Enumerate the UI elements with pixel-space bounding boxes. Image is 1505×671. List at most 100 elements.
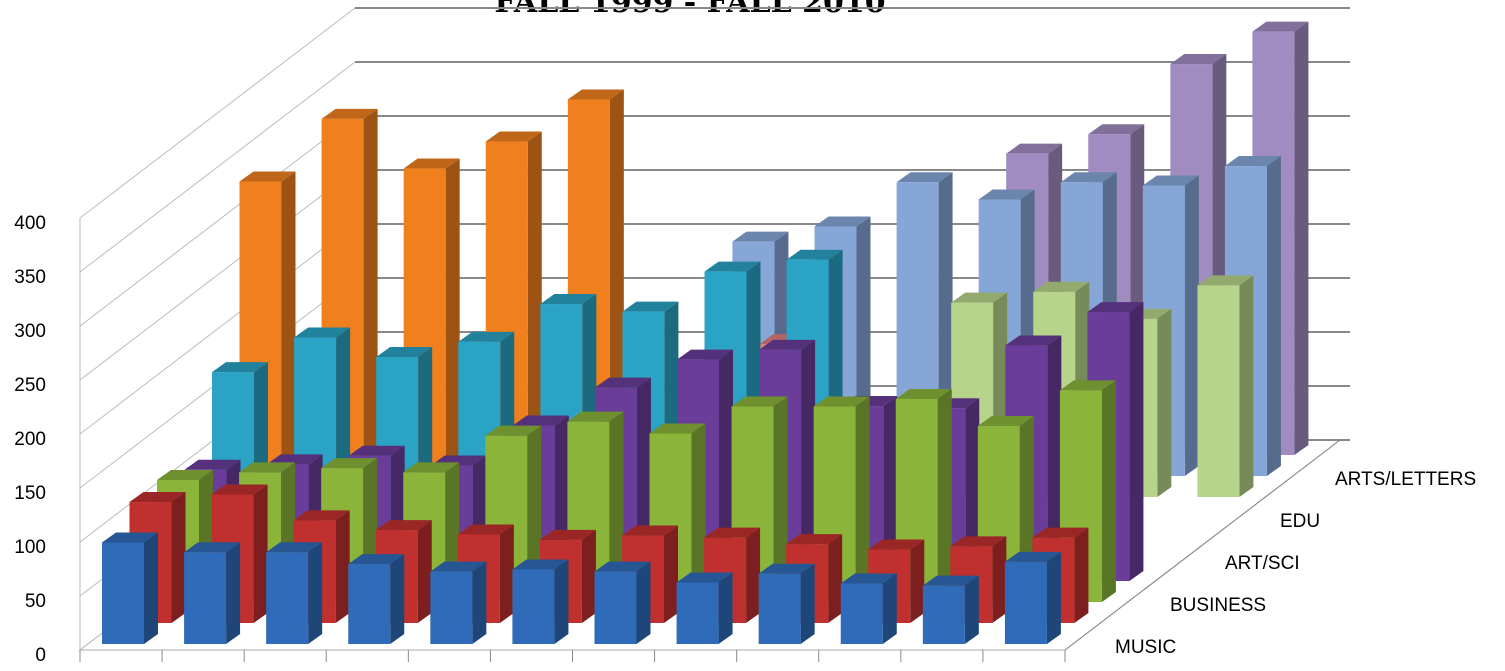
- bar-top: [786, 534, 843, 545]
- bar-top: [485, 131, 542, 142]
- depth-label: ARTS/LETTERS: [1335, 469, 1476, 490]
- bar-top: [157, 469, 213, 480]
- bar-side: [1046, 551, 1061, 644]
- bar-top: [403, 462, 460, 473]
- bar-side: [1239, 275, 1254, 497]
- bar-top: [540, 294, 597, 305]
- bar-top: [102, 532, 158, 543]
- bar: [266, 542, 323, 644]
- bar: [512, 559, 569, 644]
- bar-side: [281, 171, 296, 539]
- y-tick-label: 350: [14, 267, 46, 288]
- bar-top: [375, 520, 432, 531]
- bar-top: [184, 459, 241, 470]
- bar-side: [800, 563, 815, 644]
- bar-top: [321, 458, 378, 469]
- bar-top: [485, 425, 542, 436]
- bar-top: [512, 559, 569, 570]
- bar-top: [266, 542, 323, 553]
- bar-top: [868, 539, 925, 550]
- bar-side: [1074, 527, 1089, 623]
- bar-top: [458, 331, 515, 342]
- bar: [348, 554, 405, 644]
- bar-side: [390, 554, 405, 644]
- bar-side: [308, 542, 323, 644]
- grid-line: [79, 7, 1350, 219]
- bar-side: [581, 529, 596, 623]
- left-wall-line: [79, 61, 356, 273]
- bar-top: [758, 563, 815, 574]
- bar-top: [594, 377, 651, 388]
- bar-top: [896, 172, 953, 183]
- bar-side: [691, 423, 706, 602]
- bar-side: [1157, 308, 1172, 497]
- bar-side: [1047, 335, 1062, 581]
- bar-top: [539, 529, 596, 540]
- y-tick-label: 150: [14, 483, 46, 504]
- bar-front: [102, 542, 144, 644]
- bar-top: [1224, 156, 1281, 167]
- bar-side: [554, 559, 569, 644]
- bar-side: [171, 492, 186, 623]
- bar: [758, 563, 815, 644]
- bar-top: [677, 349, 733, 360]
- bar-side: [773, 396, 788, 602]
- bar-top: [348, 554, 405, 565]
- bar-side: [472, 561, 487, 644]
- left-wall-line: [79, 115, 356, 327]
- bar-top: [430, 561, 487, 572]
- bar-front: [840, 583, 883, 644]
- bar-side: [253, 484, 268, 623]
- bar-front: [184, 552, 227, 644]
- bar-top: [786, 249, 843, 260]
- bar: [1004, 551, 1061, 644]
- chart-title: FALL 1999 - FALL 2010: [494, 0, 885, 20]
- bar-side: [965, 398, 980, 581]
- bar-top: [895, 388, 952, 399]
- bar-top: [704, 261, 761, 272]
- bar: [102, 532, 158, 644]
- bar-top: [512, 415, 569, 426]
- bar-top: [266, 454, 323, 465]
- bar-top: [376, 346, 433, 357]
- bar-top: [211, 484, 268, 495]
- bar-top: [1059, 380, 1116, 391]
- bar: [676, 572, 733, 644]
- bar-side: [363, 108, 378, 539]
- bar-side: [964, 575, 979, 644]
- depth-axis: [1064, 439, 1341, 651]
- bar-top: [1142, 175, 1199, 186]
- bar-side: [1294, 21, 1309, 455]
- bar-side: [1101, 380, 1116, 602]
- y-tick-label: 200: [14, 429, 46, 450]
- y-tick-label: 0: [35, 645, 46, 666]
- depth-label: EDU: [1280, 511, 1320, 532]
- bar-side: [746, 527, 761, 623]
- bar-top: [1033, 281, 1090, 292]
- bar-top: [184, 542, 241, 553]
- bar-side: [718, 572, 733, 644]
- bar-side: [828, 534, 843, 623]
- bar-top: [704, 527, 761, 538]
- bar-front: [758, 573, 801, 644]
- bar-top: [321, 108, 378, 119]
- bar-side: [609, 411, 624, 602]
- bar-side: [855, 396, 870, 602]
- bar-top: [1005, 335, 1062, 346]
- bar-top: [1004, 551, 1061, 562]
- bar-top: [129, 492, 186, 503]
- bar-top: [594, 561, 651, 572]
- bar-top: [978, 189, 1035, 200]
- bar-top: [731, 396, 788, 407]
- bar-top: [1088, 124, 1145, 135]
- bar-top: [813, 396, 870, 407]
- bar-top: [951, 292, 1008, 303]
- bar-side: [144, 532, 158, 644]
- bar-top: [977, 415, 1034, 426]
- bar-side: [937, 388, 952, 602]
- left-wall-line: [79, 223, 356, 435]
- bar-front: [512, 569, 555, 644]
- left-wall-line: [79, 7, 356, 219]
- bar-side: [1129, 302, 1144, 581]
